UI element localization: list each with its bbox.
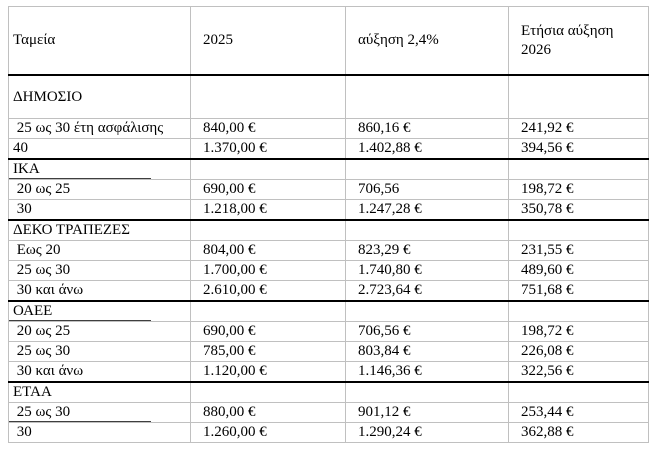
table-row: Εως 20 804,00 €823,29 €231,55 €: [8, 240, 649, 261]
empty-cell: [345, 219, 509, 241]
cell-fund-label: 30 και άνω: [8, 280, 191, 302]
column-header-2: 2025: [190, 6, 346, 76]
cell-fund-label: 40: [8, 138, 191, 160]
cell-annual-increase: 362,88 €: [508, 422, 649, 443]
table-row: 30 και άνω 1.120,00 €1.146,36 €322,56 €: [8, 361, 649, 383]
cell-annual-increase: 751,68 €: [508, 280, 649, 302]
cell-value-increased: 901,12 €: [345, 402, 509, 423]
section-name-cell: ΔΕΚΟ ΤΡΑΠΕΖΕΣ: [8, 219, 191, 241]
table-row: 30 1.218,00 €1.247,28 €350,78 €: [8, 199, 649, 221]
cell-annual-increase: 226,08 €: [508, 341, 649, 362]
empty-cell: [190, 300, 346, 322]
empty-cell: [345, 158, 509, 180]
cell-value-increased: 803,84 €: [345, 341, 509, 362]
cell-value-increased: 1.146,36 €: [345, 361, 509, 383]
empty-cell: [508, 381, 649, 403]
section-row: ΕΤΑΑ: [8, 381, 649, 403]
cell-fund-label: Εως 20: [8, 240, 191, 261]
table-row: 20 ως 25 690,00 €706,56 €198,72 €: [8, 321, 649, 342]
cell-fund-label: 25 ως 30: [8, 341, 191, 362]
cell-value-2025: 880,00 €: [190, 402, 346, 423]
cell-value-increased: 1.290,24 €: [345, 422, 509, 443]
table-row: 25 ως 30 1.700,00 €1.740,80 €489,60 €: [8, 260, 649, 281]
cell-value-2025: 1.260,00 €: [190, 422, 346, 443]
empty-cell: [508, 300, 649, 322]
cell-annual-increase: 198,72 €: [508, 179, 649, 200]
cell-annual-increase: 198,72 €: [508, 321, 649, 342]
empty-cell: [190, 219, 346, 241]
empty-cell: [345, 74, 509, 119]
section-name-cell: ΟΑΕΕ: [8, 300, 191, 322]
cell-fund-label: 30: [8, 199, 191, 221]
table-row: 25 ως 30 έτη ασφάλισης 840,00 €860,16 €24…: [8, 118, 649, 139]
cell-value-2025: 1.700,00 €: [190, 260, 346, 281]
cell-value-2025: 1.218,00 €: [190, 199, 346, 221]
cell-value-increased: 860,16 €: [345, 118, 509, 139]
cell-value-increased: 1.402,88 €: [345, 138, 509, 160]
cell-fund-label: 30: [8, 422, 191, 443]
cell-fund-label: 30 και άνω: [8, 361, 191, 383]
cell-value-2025: 840,00 €: [190, 118, 346, 139]
empty-cell: [190, 381, 346, 403]
table-row: 25 ως 30 880,00 €901,12 €253,44 €: [8, 402, 649, 423]
cell-fund-label: 20 ως 25: [8, 321, 191, 342]
table-body: ΔΗΜΟΣΙΟ 25 ως 30 έτη ασφάλισης 840,00 €86…: [8, 74, 649, 443]
section-row: ΔΕΚΟ ΤΡΑΠΕΖΕΣ: [8, 219, 649, 241]
table-header: Ταμεία 2025 αύξηση 2,4% Ετήσια αύξηση 2026: [8, 6, 649, 76]
cell-value-increased: 706,56: [345, 179, 509, 200]
header-row: Ταμεία 2025 αύξηση 2,4% Ετήσια αύξηση 2026: [8, 6, 649, 76]
cell-value-2025: 785,00 €: [190, 341, 346, 362]
empty-cell: [508, 219, 649, 241]
column-header-1: Ταμεία: [8, 6, 191, 76]
table-row: 40 1.370,00 €1.402,88 €394,56 €: [8, 138, 649, 160]
section-row: ΔΗΜΟΣΙΟ: [8, 74, 649, 119]
cell-annual-increase: 322,56 €: [508, 361, 649, 383]
empty-cell: [508, 74, 649, 119]
cell-annual-increase: 350,78 €: [508, 199, 649, 221]
empty-cell: [345, 381, 509, 403]
cell-value-increased: 1.740,80 €: [345, 260, 509, 281]
section-name-cell: ΙΚΑ: [8, 158, 191, 180]
cell-value-increased: 823,29 €: [345, 240, 509, 261]
table-row: 20 ως 25 690,00 €706,56 198,72 €: [8, 179, 649, 200]
cell-value-2025: 1.370,00 €: [190, 138, 346, 160]
section-row: ΙΚΑ: [8, 158, 649, 180]
cell-value-2025: 1.120,00 €: [190, 361, 346, 383]
cell-value-increased: 1.247,28 €: [345, 199, 509, 221]
empty-cell: [190, 74, 346, 119]
cell-fund-label: 25 ως 30: [8, 402, 191, 423]
cell-annual-increase: 241,92 €: [508, 118, 649, 139]
cell-value-increased: 706,56 €: [345, 321, 509, 342]
section-name-cell: ΕΤΑΑ: [8, 381, 191, 403]
empty-cell: [345, 300, 509, 322]
cell-value-2025: 2.610,00 €: [190, 280, 346, 302]
column-header-4: Ετήσια αύξηση 2026: [508, 6, 649, 76]
cell-fund-label: 25 ως 30 έτη ασφάλισης: [8, 118, 191, 139]
section-name-cell: ΔΗΜΟΣΙΟ: [8, 74, 191, 119]
cell-fund-label: 20 ως 25: [8, 179, 191, 200]
section-row: ΟΑΕΕ: [8, 300, 649, 322]
table-row: 30 1.260,00 €1.290,24 €362,88 €: [8, 422, 649, 443]
cell-annual-increase: 253,44 €: [508, 402, 649, 423]
cell-annual-increase: 489,60 €: [508, 260, 649, 281]
cell-value-2025: 690,00 €: [190, 321, 346, 342]
empty-cell: [190, 158, 346, 180]
table-row: 30 και άνω 2.610,00 €2.723,64 €751,68 €: [8, 280, 649, 302]
table-row: 25 ως 30 785,00 €803,84 €226,08 €: [8, 341, 649, 362]
cell-annual-increase: 231,55 €: [508, 240, 649, 261]
cell-value-increased: 2.723,64 €: [345, 280, 509, 302]
cell-value-2025: 804,00 €: [190, 240, 346, 261]
cell-fund-label: 25 ως 30: [8, 260, 191, 281]
column-header-3: αύξηση 2,4%: [345, 6, 509, 76]
empty-cell: [508, 158, 649, 180]
pension-funds-table: Ταμεία 2025 αύξηση 2,4% Ετήσια αύξηση 2026 …: [8, 6, 649, 443]
cell-annual-increase: 394,56 €: [508, 138, 649, 160]
cell-value-2025: 690,00 €: [190, 179, 346, 200]
